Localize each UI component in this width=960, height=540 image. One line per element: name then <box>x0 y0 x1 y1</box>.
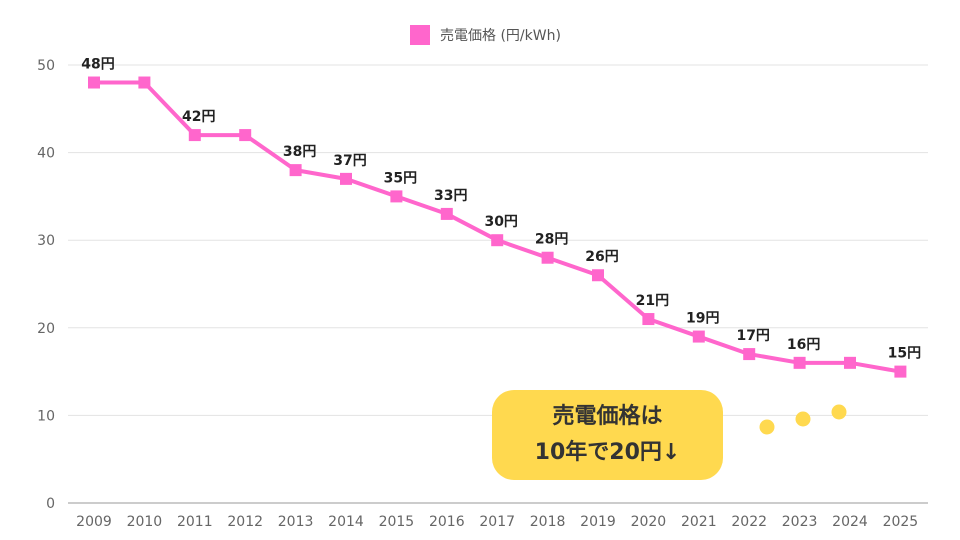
data-label: 16円 <box>787 337 820 353</box>
x-tick-label: 2012 <box>227 514 263 530</box>
x-tick-label: 2013 <box>278 514 314 530</box>
x-tick-label: 2022 <box>731 514 767 530</box>
decorative-dot <box>795 411 811 427</box>
x-tick-label: 2016 <box>429 514 465 530</box>
data-label: 17円 <box>736 328 769 344</box>
series-line <box>88 76 907 378</box>
decorative-dot <box>759 419 775 435</box>
data-point-marker <box>743 348 756 361</box>
x-tick-label: 2025 <box>883 514 919 530</box>
data-label: 33円 <box>434 188 467 204</box>
decorative-dot <box>831 404 847 420</box>
data-labels: 48円 42円 38円 37円 35円 33円 30円 28円 26円 21円 19円 17円 16円 1… <box>81 57 921 362</box>
x-tick-label: 2014 <box>328 514 364 530</box>
data-point-marker <box>692 330 705 343</box>
x-tick-label: 2019 <box>580 514 616 530</box>
data-point-marker <box>491 234 504 247</box>
x-tick-label: 2018 <box>530 514 566 530</box>
data-label: 26円 <box>585 249 618 265</box>
data-point-marker <box>894 365 907 378</box>
y-tick-label: 40 <box>37 146 55 162</box>
data-point-marker <box>138 76 151 89</box>
x-tick-label: 2011 <box>177 514 213 530</box>
data-point-marker <box>340 172 352 185</box>
data-point-marker <box>793 356 806 369</box>
data-point-marker <box>188 129 201 142</box>
callout-box: 売電価格は 10年で20円↓ <box>492 390 723 480</box>
data-label: 28円 <box>535 232 568 248</box>
data-point-marker <box>88 76 100 89</box>
data-label: 19円 <box>686 311 719 327</box>
data-label: 37円 <box>333 153 366 169</box>
x-tick-label: 2015 <box>379 514 415 530</box>
data-point-marker <box>289 164 302 177</box>
x-tick-label: 2020 <box>631 514 667 530</box>
y-tick-label: 0 <box>46 496 55 512</box>
y-tick-label: 10 <box>37 408 55 424</box>
x-tick-label: 2009 <box>76 514 112 530</box>
data-point-marker <box>440 207 453 220</box>
data-label: 42円 <box>182 109 215 125</box>
legend-swatch <box>410 25 430 45</box>
data-label: 15円 <box>888 346 921 362</box>
x-axis-ticks: 2009 2010 2011 2012 2013 2014 2015 2016 2017 2018… <box>76 514 918 530</box>
grid-lines <box>68 64 928 504</box>
x-tick-label: 2023 <box>782 514 818 530</box>
legend-label: 売電価格 (円/kWh) <box>440 28 561 44</box>
y-tick-label: 20 <box>37 321 55 337</box>
data-point-marker <box>239 129 252 142</box>
legend: 売電価格 (円/kWh) <box>410 24 561 46</box>
data-label: 21円 <box>636 293 669 309</box>
data-point-marker <box>592 269 604 282</box>
data-point-marker <box>844 356 856 369</box>
data-label: 38円 <box>283 144 316 160</box>
y-tick-label: 30 <box>37 233 55 249</box>
x-tick-label: 2017 <box>479 514 515 530</box>
data-point-marker <box>642 313 655 326</box>
data-label: 48円 <box>81 57 114 73</box>
data-point-marker <box>390 190 403 203</box>
data-label: 35円 <box>384 170 417 186</box>
x-tick-label: 2010 <box>127 514 163 530</box>
callout-line-2: 10年で20円↓ <box>534 440 681 465</box>
data-point-marker <box>541 251 554 264</box>
callout-line-1: 売電価格は <box>552 404 663 429</box>
x-tick-label: 2024 <box>832 514 868 530</box>
decorative-dots <box>759 404 847 435</box>
y-tick-label: 50 <box>37 58 55 74</box>
y-axis-ticks: 0 10 20 30 40 50 <box>37 58 55 512</box>
x-tick-label: 2021 <box>681 514 717 530</box>
data-label: 30円 <box>484 214 517 230</box>
